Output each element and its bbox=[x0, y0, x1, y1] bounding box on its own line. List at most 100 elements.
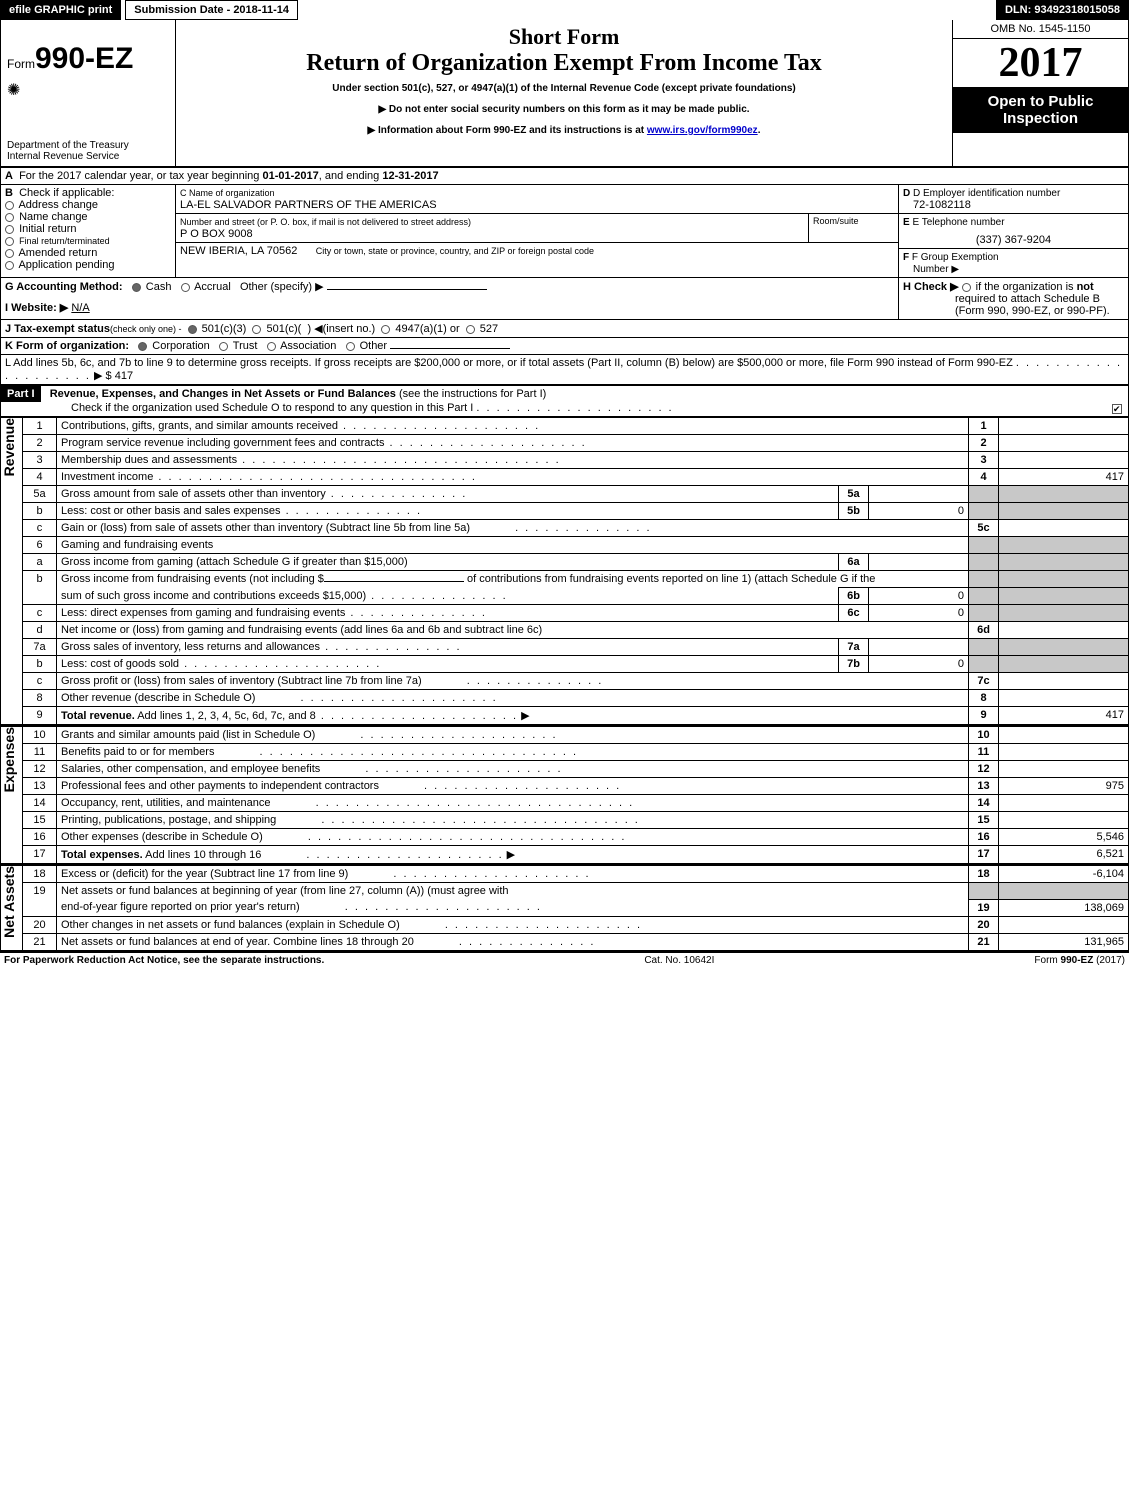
line-desc: end-of-year figure reported on prior yea… bbox=[57, 899, 969, 916]
check-address-change[interactable] bbox=[5, 201, 14, 210]
form990ez-link[interactable]: www.irs.gov/form990ez bbox=[647, 125, 758, 136]
line-ref: 5c bbox=[969, 520, 999, 537]
check-application-pending[interactable] bbox=[5, 261, 14, 270]
other-specify-input[interactable] bbox=[327, 289, 487, 290]
table-row: b Less: cost of goods sold 7b 0 bbox=[1, 656, 1129, 673]
irs-label: Internal Revenue Service bbox=[7, 151, 169, 162]
line-amount bbox=[999, 795, 1129, 812]
footer-mid: Cat. No. 10642I bbox=[644, 955, 714, 966]
opt-initial-return: Initial return bbox=[19, 223, 76, 235]
line-num: 14 bbox=[23, 795, 57, 812]
fundraising-amount-input[interactable] bbox=[324, 581, 464, 582]
radio-other-org[interactable] bbox=[346, 342, 355, 351]
block-b-title: Check if applicable: bbox=[19, 187, 114, 199]
ein-label: D Employer identification number bbox=[913, 188, 1060, 199]
line-a: A For the 2017 calendar year, or tax yea… bbox=[1, 168, 1129, 185]
line-num: b bbox=[23, 571, 57, 588]
part1-title: Revenue, Expenses, and Changes in Net As… bbox=[50, 388, 396, 400]
block-l-text: L Add lines 5b, 6c, and 7b to line 9 to … bbox=[5, 357, 1013, 369]
radio-501c[interactable] bbox=[252, 325, 261, 334]
table-row: 21 Net assets or fund balances at end of… bbox=[1, 933, 1129, 950]
line-amount bbox=[999, 435, 1129, 452]
check-initial-return[interactable] bbox=[5, 225, 14, 234]
opt-501c-post: ) ◀(insert no.) bbox=[307, 323, 375, 335]
line-desc: Gaming and fundraising events bbox=[57, 537, 969, 554]
netassets-label-text: Net Assets bbox=[1, 866, 17, 938]
line-amount bbox=[999, 520, 1129, 537]
grey-cell bbox=[999, 571, 1129, 588]
line-amount: 131,965 bbox=[999, 933, 1129, 950]
form-prefix: Form bbox=[7, 57, 35, 71]
line-ref: 6d bbox=[969, 622, 999, 639]
radio-527[interactable] bbox=[466, 325, 475, 334]
line-ref: 3 bbox=[969, 452, 999, 469]
check-amended-return[interactable] bbox=[5, 249, 14, 258]
block-h-text3: (Form 990, 990-EZ, or 990-PF). bbox=[903, 305, 1110, 317]
radio-association[interactable] bbox=[267, 342, 276, 351]
line-desc: Other changes in net assets or fund bala… bbox=[57, 916, 969, 933]
check-name-change[interactable] bbox=[5, 213, 14, 222]
grey-cell bbox=[999, 503, 1129, 520]
block-l-value: ▶ $ 417 bbox=[94, 370, 133, 382]
line-ref: 21 bbox=[969, 933, 999, 950]
radio-501c3[interactable] bbox=[188, 325, 197, 334]
check-final-return[interactable] bbox=[5, 237, 14, 246]
radio-trust[interactable] bbox=[219, 342, 228, 351]
line-ref: 17 bbox=[969, 846, 999, 865]
line-desc: Gross sales of inventory, less returns a… bbox=[57, 639, 839, 656]
table-row: c Gross profit or (loss) from sales of i… bbox=[1, 673, 1129, 690]
table-row: 5a Gross amount from sale of assets othe… bbox=[1, 486, 1129, 503]
line-desc: Other expenses (describe in Schedule O) bbox=[57, 829, 969, 846]
line-desc: Less: direct expenses from gaming and fu… bbox=[57, 605, 839, 622]
block-d: D D Employer identification number 72-10… bbox=[899, 185, 1129, 214]
opt-application-pending: Application pending bbox=[18, 259, 114, 271]
subline-ref: 6a bbox=[839, 554, 869, 571]
subline-amount bbox=[869, 486, 969, 503]
line-num-blank bbox=[23, 588, 57, 605]
line-amount bbox=[999, 622, 1129, 639]
footer-right: Form 990-EZ (2017) bbox=[1034, 955, 1125, 966]
room-suite-label: Room/suite bbox=[809, 214, 899, 243]
line-desc: Gain or (loss) from sale of assets other… bbox=[57, 520, 969, 537]
line-desc: Benefits paid to or for members bbox=[57, 744, 969, 761]
line-num: 21 bbox=[23, 933, 57, 950]
opt-corporation: Corporation bbox=[152, 340, 209, 352]
line-amount: 5,546 bbox=[999, 829, 1129, 846]
line-ref: 1 bbox=[969, 418, 999, 435]
table-row: end-of-year figure reported on prior yea… bbox=[1, 899, 1129, 916]
radio-corporation[interactable] bbox=[138, 342, 147, 351]
other-org-input[interactable] bbox=[390, 348, 510, 349]
under-section: Under section 501(c), 527, or 4947(a)(1)… bbox=[182, 83, 946, 94]
block-c-city: NEW IBERIA, LA 70562 City or town, state… bbox=[176, 243, 899, 278]
opt-trust: Trust bbox=[233, 340, 258, 352]
line-desc: Gross profit or (loss) from sales of inv… bbox=[57, 673, 969, 690]
tax-exempt-label: J Tax-exempt status bbox=[5, 323, 110, 335]
radio-cash[interactable] bbox=[132, 283, 141, 292]
tax-year: 2017 bbox=[953, 39, 1128, 87]
subline-ref: 7b bbox=[839, 656, 869, 673]
submission-date: Submission Date - 2018-11-14 bbox=[125, 0, 298, 20]
line-num-blank bbox=[23, 899, 57, 916]
table-row: Net Assets 18 Excess or (deficit) for th… bbox=[1, 865, 1129, 883]
topbar: efile GRAPHIC print Submission Date - 20… bbox=[0, 0, 1129, 20]
line-desc: Total expenses. Add lines 10 through 16 … bbox=[57, 846, 969, 865]
table-row: 7a Gross sales of inventory, less return… bbox=[1, 639, 1129, 656]
grey-cell bbox=[969, 883, 999, 900]
group-exemption-number-label: Number ▶ bbox=[903, 264, 959, 275]
part1-header: Part I Revenue, Expenses, and Changes in… bbox=[0, 385, 1129, 417]
line-ref: 19 bbox=[969, 899, 999, 916]
grey-cell bbox=[969, 588, 999, 605]
line-num: b bbox=[23, 503, 57, 520]
table-row: Revenue 1 Contributions, gifts, grants, … bbox=[1, 418, 1129, 435]
check-schedule-b[interactable] bbox=[962, 283, 971, 292]
schedule-o-checkbox[interactable] bbox=[1112, 404, 1122, 414]
opt-501c3: 501(c)(3) bbox=[202, 323, 247, 335]
radio-4947[interactable] bbox=[381, 325, 390, 334]
line-a-pre: For the 2017 calendar year, or tax year … bbox=[19, 170, 262, 182]
line-ref: 7c bbox=[969, 673, 999, 690]
radio-accrual[interactable] bbox=[181, 283, 190, 292]
grey-cell bbox=[969, 605, 999, 622]
subline-ref: 5a bbox=[839, 486, 869, 503]
table-row: 2 Program service revenue including gove… bbox=[1, 435, 1129, 452]
table-row: Expenses 10 Grants and similar amounts p… bbox=[1, 726, 1129, 744]
